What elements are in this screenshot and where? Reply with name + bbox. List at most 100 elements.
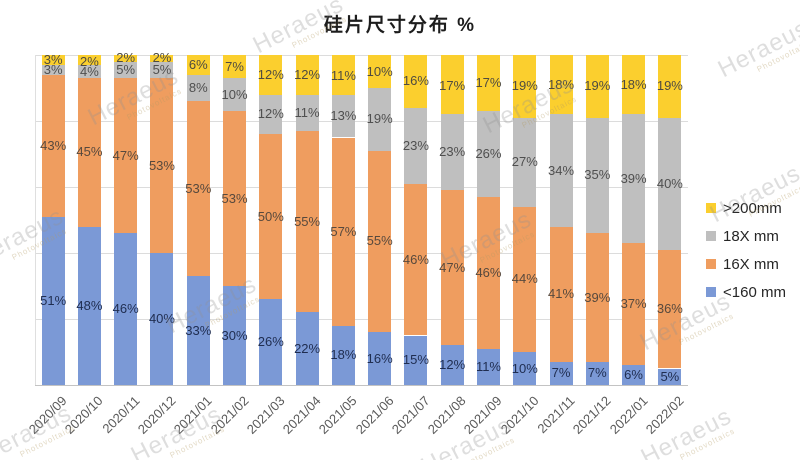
bar-segment (549, 114, 573, 227)
segment-value-label: 39% (620, 170, 647, 186)
segment-value-label: 19% (656, 78, 683, 94)
bar-segment (549, 55, 573, 115)
bar-segment (186, 276, 210, 385)
segment-value-label: 5% (116, 61, 136, 77)
gridline-60 (35, 187, 688, 188)
bar-segment (41, 216, 65, 385)
bar-segment (622, 114, 646, 244)
bar-segment (440, 345, 464, 385)
bar-segment (368, 55, 392, 88)
segment-value-label: 6% (624, 367, 643, 383)
legend-label: >200mm (723, 199, 782, 217)
segment-value-label: 16% (402, 73, 429, 89)
bar-segment (223, 78, 247, 112)
bar-segment (404, 107, 428, 184)
bar-segment (186, 101, 210, 277)
segment-value-label: 7% (587, 365, 607, 381)
bar-segment (295, 55, 319, 95)
segment-value-label: 15% (402, 352, 429, 368)
bar-segment (658, 117, 682, 250)
bar-segment (513, 117, 537, 207)
segment-value-label: 2% (152, 50, 172, 66)
bar-segment (223, 286, 247, 385)
segment-value-label: 11% (330, 68, 356, 84)
legend-swatch-icon (706, 203, 716, 213)
segment-value-label: 8% (188, 80, 208, 95)
segment-value-label: 3% (43, 51, 63, 67)
segment-value-label: 46% (112, 301, 139, 317)
bar-segment (440, 55, 464, 115)
bar-segment (331, 325, 355, 385)
segment-value-label: 47% (112, 147, 139, 163)
segment-value-label: 4% (80, 63, 99, 79)
segment-value-label: 10% (511, 360, 538, 376)
bar-segment (404, 55, 428, 108)
segment-value-label: 5% (152, 61, 172, 77)
bar-segment (513, 206, 537, 352)
segment-value-label: 55% (294, 213, 321, 229)
legend-swatch-icon (706, 231, 716, 241)
bar-segment (150, 78, 174, 253)
segment-value-label: 22% (294, 340, 321, 356)
legend-item-200mm: >200mm (706, 198, 782, 218)
bar-segment (476, 348, 500, 385)
bar-segment (41, 74, 65, 217)
chart-title: 硅片尺寸分布 % (323, 15, 477, 36)
gridline-40 (35, 253, 688, 254)
segment-value-label: 53% (185, 180, 212, 196)
bar-segment (331, 55, 355, 95)
bar-segment (150, 55, 174, 62)
segment-value-label: 19% (511, 78, 538, 94)
bar-segment (259, 134, 283, 300)
segment-value-label: 46% (475, 264, 502, 280)
bar-segment (41, 55, 65, 65)
segment-value-label: 50% (257, 208, 284, 224)
bar-segment (77, 226, 101, 385)
bar-segment (114, 55, 138, 62)
bar-segment (114, 233, 138, 385)
segment-value-label: 12% (439, 357, 466, 373)
segment-value-label: 39% (584, 289, 611, 305)
bar-segment (585, 233, 609, 362)
segment-value-label: 18% (548, 76, 575, 92)
bar-segment (476, 111, 500, 197)
bar-segment (404, 335, 428, 385)
segment-value-label: 2% (116, 50, 136, 66)
bar-segment (259, 55, 283, 95)
segment-value-label: 6% (188, 56, 208, 72)
segment-value-label: 12% (257, 66, 284, 82)
bar-segment (476, 196, 500, 349)
bar-segment (77, 78, 101, 227)
bar-segment (223, 111, 247, 286)
bar-segment (150, 61, 174, 79)
segment-value-label: 40% (148, 311, 175, 326)
segment-value-label: 26% (257, 334, 284, 350)
bar-segment (41, 64, 65, 75)
gridline-80 (35, 121, 688, 122)
segment-value-label: 33% (185, 322, 212, 338)
segment-value-label: 10% (366, 63, 393, 79)
segment-value-label: 51% (40, 292, 67, 308)
bar-segment (331, 94, 355, 138)
segment-value-label: 34% (548, 162, 575, 178)
segment-value-label: 17% (475, 75, 502, 91)
segment-value-label: 17% (439, 78, 466, 94)
bar-segment (186, 55, 210, 75)
segment-value-label: 3% (43, 61, 63, 77)
segment-value-label: 2% (80, 53, 99, 69)
bar-segment (549, 361, 573, 385)
segment-value-label: 57% (330, 223, 357, 239)
segment-value-label: 11% (294, 104, 320, 120)
segment-value-label: 18% (330, 347, 357, 363)
gridline-20 (35, 319, 688, 320)
segment-value-label: 55% (366, 233, 393, 249)
bar-segment (585, 55, 609, 118)
bar-segment (114, 78, 138, 234)
segment-value-label: 23% (439, 144, 466, 160)
bar-segment (259, 299, 283, 385)
y-axis-line (35, 55, 36, 385)
bar-segment (513, 352, 537, 385)
segment-value-label: 12% (257, 106, 284, 122)
